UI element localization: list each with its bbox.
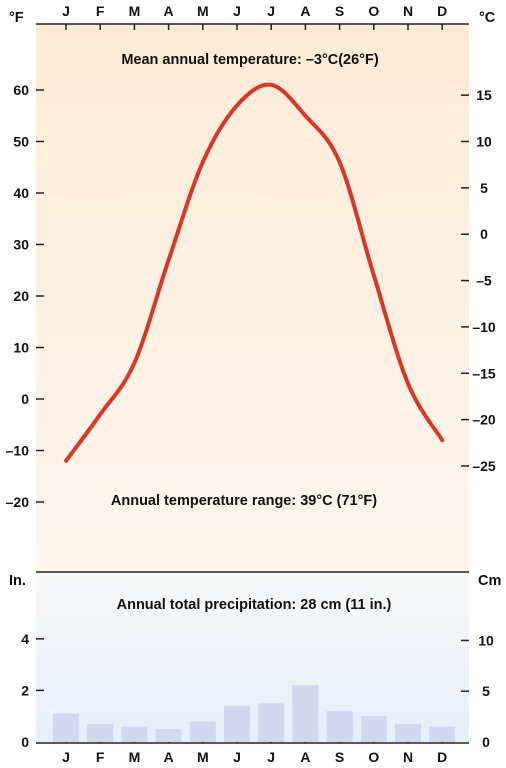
fahrenheit-tick-label: 30 (13, 237, 29, 253)
inch-tick-label: 2 (21, 682, 29, 698)
top-month-label: A (164, 3, 174, 19)
top-month-label: F (96, 3, 105, 19)
fahrenheit-tick-label: 10 (13, 340, 29, 356)
celsius-tick-label: –15 (472, 365, 496, 381)
precipitation-bars (53, 685, 456, 742)
top-month-label: J (233, 3, 241, 19)
precipitation-bar (258, 703, 285, 742)
precipitation-bar (87, 723, 114, 742)
top-month-label: M (129, 3, 141, 19)
precipitation-bar (53, 713, 79, 742)
celsius-tick-label: –5 (476, 273, 492, 289)
precipitation-bar (292, 685, 319, 742)
fahrenheit-unit-label: °F (9, 10, 24, 26)
celsius-tick-label: –20 (472, 412, 496, 428)
bottom-month-label: M (197, 749, 209, 765)
precipitation-bar (224, 705, 250, 742)
bottom-month-label: D (437, 749, 447, 765)
centimeters-unit-label: Cm (478, 573, 501, 589)
inches-unit-label: In. (9, 573, 26, 589)
centimeter-tick-label: 0 (482, 734, 490, 750)
bottom-month-label: J (62, 749, 70, 765)
fahrenheit-tick-label: –10 (6, 443, 30, 459)
celsius-unit-label: °C (479, 10, 496, 26)
celsius-ticks: 15 10 5 0 –5 –10 –15 –20 –25 (461, 87, 496, 474)
bottom-month-label: N (403, 749, 413, 765)
top-month-label: A (300, 3, 310, 19)
celsius-tick-label: –25 (472, 458, 496, 474)
precipitation-bar (429, 726, 456, 742)
top-month-label: N (403, 3, 413, 19)
celsius-tick-label: 10 (476, 134, 492, 150)
precipitation-bar (395, 723, 421, 742)
precipitation-panel-background (36, 573, 469, 743)
top-month-label: O (368, 3, 379, 19)
bottom-month-label: O (368, 749, 379, 765)
annual-precipitation-annotation: Annual total precipitation: 28 cm (11 in… (117, 597, 392, 613)
bottom-month-label: A (300, 749, 310, 765)
celsius-tick-label: –10 (472, 319, 496, 335)
precipitation-bar (189, 721, 216, 742)
celsius-tick-label: 0 (480, 226, 488, 242)
bottom-month-label: J (233, 749, 241, 765)
precipitation-bar (326, 711, 353, 742)
mean-annual-temperature-annotation: Mean annual temperature: –3°C(26°F) (121, 52, 379, 68)
top-month-label: M (197, 3, 209, 19)
fahrenheit-tick-label: 0 (21, 391, 29, 407)
inch-ticks: 0 2 4 (21, 631, 44, 750)
celsius-tick-label: 15 (476, 87, 492, 103)
fahrenheit-ticks: 60 50 40 30 20 10 0 –10 –20 (6, 82, 44, 510)
inch-tick-label: 0 (21, 734, 29, 750)
fahrenheit-tick-label: –20 (6, 494, 30, 510)
precipitation-bar (155, 729, 182, 742)
top-month-label: S (335, 3, 344, 19)
top-month-label: J (62, 3, 70, 19)
bottom-month-label: S (335, 749, 344, 765)
bottom-month-label: J (267, 749, 275, 765)
centimeter-tick-label: 5 (482, 683, 490, 699)
temperature-panel-background (36, 24, 469, 572)
centimeter-ticks: 0 5 10 (461, 632, 494, 750)
top-month-label: D (437, 3, 447, 19)
top-month-label: J (267, 3, 275, 19)
fahrenheit-tick-label: 50 (13, 134, 29, 150)
fahrenheit-tick-label: 40 (13, 185, 29, 201)
bottom-month-label: F (96, 749, 105, 765)
temperature-line (64, 82, 445, 463)
precipitation-bar (360, 716, 387, 742)
celsius-tick-label: 5 (480, 180, 488, 196)
fahrenheit-tick-label: 20 (13, 288, 29, 304)
bottom-month-label: M (129, 749, 141, 765)
annual-temperature-range-annotation: Annual temperature range: 39°C (71°F) (111, 493, 377, 509)
centimeter-tick-label: 10 (478, 632, 494, 648)
inch-tick-label: 4 (21, 631, 29, 647)
bottom-month-label: A (164, 749, 174, 765)
fahrenheit-tick-label: 60 (13, 82, 29, 98)
precipitation-bar (121, 726, 148, 742)
